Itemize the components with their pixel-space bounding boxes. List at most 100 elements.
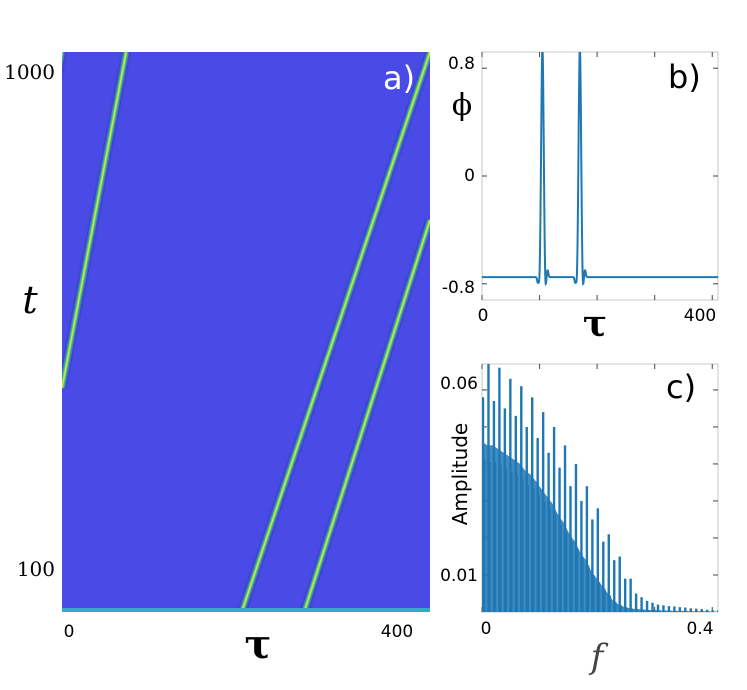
panel-c-side-bar [565,532,568,612]
panel-c-bar [487,364,490,612]
panel-b-x-tick-right: 400 [684,306,716,326]
panel-c-side-bar [494,462,497,612]
panel-c-side-bar [669,610,672,612]
panel-c-bar [514,415,518,612]
panel-c-bar [492,401,496,612]
panel-c-side-bar [625,607,628,612]
panel-c-side-bar [516,475,519,612]
panel-c-side-bar [614,602,617,612]
panel-b-y-label: ϕ [452,88,472,123]
panel-c-side-bar [538,495,541,612]
panel-c-bar [618,556,621,612]
panel-c-side-bar [505,468,508,612]
heatmap-stripe [236,52,430,612]
panel-c-side-bar [522,478,524,612]
panel-c-bar [613,560,616,612]
panel-a: a) 1000 100 t 0 400 τ [4,52,430,668]
panel-c-bar [656,604,660,612]
panel-c-side-bar [483,458,486,612]
panel-c: c) Amplitude 0.06 0.01 0 0.4 f [440,363,719,677]
panel-c-bar [711,610,714,612]
panel-c-side-bar [500,465,502,612]
panel-c-inner-envelope [482,441,718,612]
panel-a-x-tick-left: 0 [64,622,75,642]
panel-c-bar [623,578,627,612]
panel-c-side-bar [686,611,688,612]
panel-c-x-tick-left: 0 [481,619,492,639]
panel-c-bar [667,606,671,612]
panel-c-side-bar [576,548,579,612]
panel-c-bar [558,467,561,612]
panel-c-bar [525,426,528,612]
panel-a-y-label: t [22,278,38,322]
panel-c-bar [695,608,698,612]
panel-c-side-bar [511,472,513,612]
panel-b: b) ϕ 0.8 0 -0.8 0 400 τ [442,51,719,345]
heatmap-stripes [62,52,430,612]
panel-c-x-label: f [588,637,609,677]
panel-a-x-tick-right: 400 [381,622,413,642]
panel-c-bar [602,541,605,612]
panel-c-side-bar [609,595,612,612]
panel-b-y-tick-bottom: -0.8 [442,278,475,298]
panel-c-y-tick-bottom: 0.01 [440,566,478,586]
panel-c-side-bar [680,611,683,612]
panel-b-axis-ticks [481,52,718,300]
panel-c-side-bar [647,610,650,612]
panel-c-side-bar [489,462,491,612]
panel-c-y-tick-top: 0.06 [440,374,478,394]
panel-c-bar [651,602,654,612]
heatmap-bottom-edge [62,608,430,612]
panel-c-bar [629,578,632,612]
panel-c-side-bar [631,608,633,612]
panel-c-bar [662,605,665,612]
panel-c-side-bar [691,611,694,612]
panel-c-bar [706,609,709,612]
panel-c-side-bar [543,502,546,612]
panel-c-bar [509,378,512,612]
panel-c-bar [684,607,687,612]
heatmap-stripe [62,52,68,390]
panel-c-bar [716,610,718,612]
panel-c-label: c) [666,368,696,406]
panel-c-x-tick-right: 0.4 [686,619,713,639]
panel-a-y-tick-bottom: 100 [17,557,55,581]
panel-c-bar [552,426,556,612]
panel-c-bar [596,508,600,612]
panel-c-bar [574,463,578,612]
heatmap-stripe [298,218,430,612]
panel-c-bar [673,606,676,612]
panel-b-x-tick-left: 0 [478,306,489,326]
panel-c-bar [607,534,610,612]
panel-c-side-bar [549,508,551,612]
panel-c-side-bar [532,488,535,612]
panel-b-y-tick-top: 0.8 [448,54,475,74]
panel-c-bar [591,519,594,612]
panel-c-side-bar [653,610,655,612]
panel-a-y-tick-top: 1000 [4,60,55,84]
panel-c-side-bar [702,611,705,612]
panel-c-side-bar [707,611,710,612]
panel-c-side-bar [604,588,606,612]
panel-c-side-bar [560,525,562,612]
panel-b-frame [481,51,719,301]
panel-c-side-bar [598,582,601,612]
panel-c-side-bar [527,485,530,612]
panel-c-bar [689,608,692,612]
panel-c-side-bar [554,515,557,612]
panel-b-x-label: τ [583,303,607,345]
panel-c-bar [520,386,523,612]
panel-c-side-bar [620,605,623,612]
panel-c-side-bar [582,558,584,612]
panel-a-label: a) [383,59,415,97]
panel-c-bar [536,438,539,612]
panel-c-bar [569,486,572,612]
panel-c-side-bar [658,610,661,612]
heatmap-background [62,52,430,612]
heatmap-stripe [62,52,133,390]
panel-c-bar [678,607,682,612]
panel-c-bar [700,609,703,612]
panel-c-bar [645,600,649,612]
panel-c-y-label: Amplitude [448,423,472,526]
